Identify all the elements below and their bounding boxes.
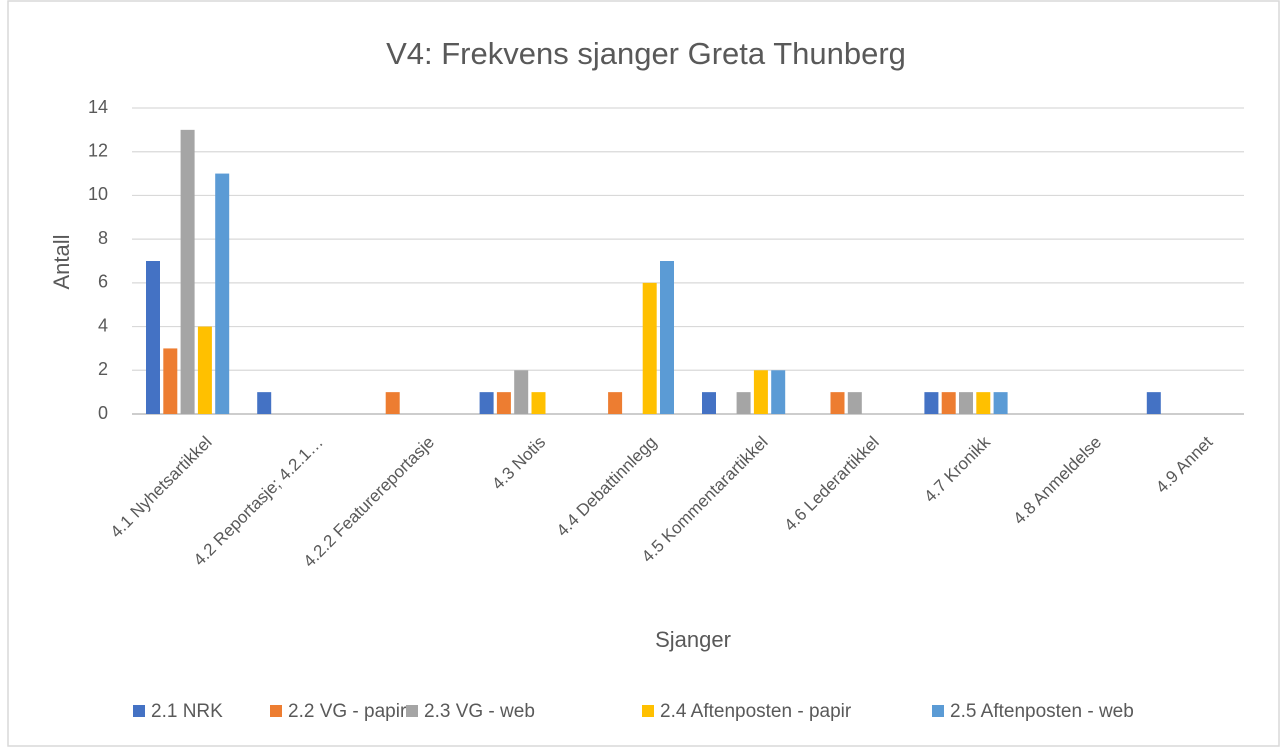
bar <box>215 173 230 414</box>
y-tick-label: 0 <box>98 403 108 423</box>
bar <box>146 261 160 414</box>
y-tick-label: 14 <box>88 97 108 117</box>
bar <box>736 392 751 414</box>
bar <box>847 392 862 414</box>
y-tick-label: 12 <box>88 140 108 160</box>
legend-swatch <box>270 705 282 717</box>
chart-title: V4: Frekvens sjanger Greta Thunberg <box>386 36 906 71</box>
y-tick-label: 6 <box>98 272 108 292</box>
bar <box>959 392 973 414</box>
bar <box>385 392 400 414</box>
legend-swatch <box>932 705 944 717</box>
y-tick-label: 4 <box>98 315 108 335</box>
bar <box>830 392 845 414</box>
x-axis-title: Sjanger <box>655 627 731 652</box>
legend-label: 2.4 Aftenposten - papir <box>660 701 852 722</box>
legend-label: 2.2 VG - papir <box>288 701 407 722</box>
bar <box>642 282 657 414</box>
bar <box>257 392 272 414</box>
bar <box>1146 392 1161 414</box>
bar <box>163 348 178 414</box>
bar <box>197 326 212 414</box>
bar <box>924 392 939 414</box>
y-tick-label: 2 <box>98 359 108 379</box>
bar <box>993 392 1008 414</box>
bar <box>771 370 786 414</box>
legend-swatch <box>133 705 145 717</box>
y-tick-label: 10 <box>88 184 108 204</box>
legend-swatch <box>406 705 418 717</box>
legend-label: 2.1 NRK <box>151 701 223 722</box>
legend-swatch <box>642 705 654 717</box>
bar <box>753 370 768 414</box>
bar <box>514 370 529 414</box>
bar <box>531 392 546 414</box>
legend-label: 2.3 VG - web <box>424 701 535 722</box>
bar <box>479 392 494 414</box>
y-axis-title: Antall <box>49 234 74 289</box>
bar <box>660 261 674 414</box>
bar <box>180 129 195 414</box>
y-tick-label: 8 <box>98 228 108 248</box>
bar <box>702 392 716 414</box>
legend-label: 2.5 Aftenposten - web <box>950 701 1134 722</box>
bar <box>941 392 956 414</box>
bar <box>608 392 623 414</box>
bar <box>496 392 511 414</box>
bar <box>976 392 991 414</box>
